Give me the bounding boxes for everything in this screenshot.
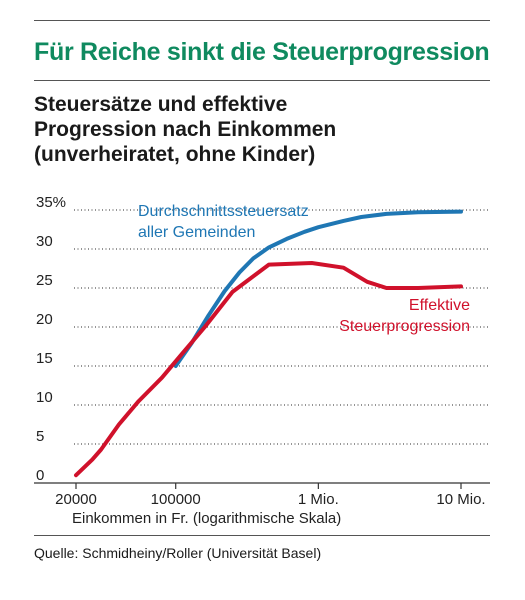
- y-tick-label: 0: [36, 467, 44, 484]
- x-tick-label: 100000: [151, 491, 201, 508]
- x-tick-label: 10 Mio.: [436, 491, 485, 508]
- chart-subtitle: Steuersätze und effektive Progression na…: [34, 92, 336, 167]
- effective-progression-label-line: Effektive: [409, 297, 470, 314]
- source-rule: [34, 535, 490, 536]
- y-tick-label: 30: [36, 233, 53, 250]
- x-tick-label: 1 Mio.: [298, 491, 339, 508]
- x-axis-title: Einkommen in Fr. (logarithmische Skala): [72, 510, 341, 527]
- y-tick-label: 5: [36, 428, 44, 445]
- average-tax-rate-label-line: aller Gemeinden: [138, 224, 255, 241]
- y-tick-label: 10: [36, 389, 53, 406]
- average-tax-rate-label-line: Durchschnittssteuersatz: [138, 203, 309, 220]
- subtitle-line-1: Steuersätze und effektive: [34, 93, 288, 116]
- effective-progression-label-line: Steuerprogression: [339, 318, 470, 335]
- x-tick-label: 20000: [55, 491, 97, 508]
- average-tax-rate-line: [173, 209, 463, 368]
- effective-progression-line: [74, 261, 463, 478]
- y-tick-label: 15: [36, 350, 53, 367]
- subtitle-line-3: (unverheiratet, ohne Kinder): [34, 143, 316, 166]
- effective-progression-label: Effektive Steuerprogression: [339, 297, 470, 335]
- y-tick-label: 35%: [36, 194, 66, 211]
- average-tax-rate-label: Durchschnittssteuersatz aller Gemeinden: [138, 203, 309, 241]
- subtitle-line-2: Progression nach Einkommen: [34, 118, 337, 141]
- y-tick-label: 25: [36, 272, 53, 289]
- top-rule: [34, 20, 490, 21]
- headline-rule: [34, 80, 490, 81]
- headline: Für Reiche sinkt die Steuerprogression: [34, 38, 490, 66]
- y-tick-label: 20: [36, 311, 53, 328]
- source-note: Quelle: Schmidheiny/Roller (Universität …: [34, 545, 322, 561]
